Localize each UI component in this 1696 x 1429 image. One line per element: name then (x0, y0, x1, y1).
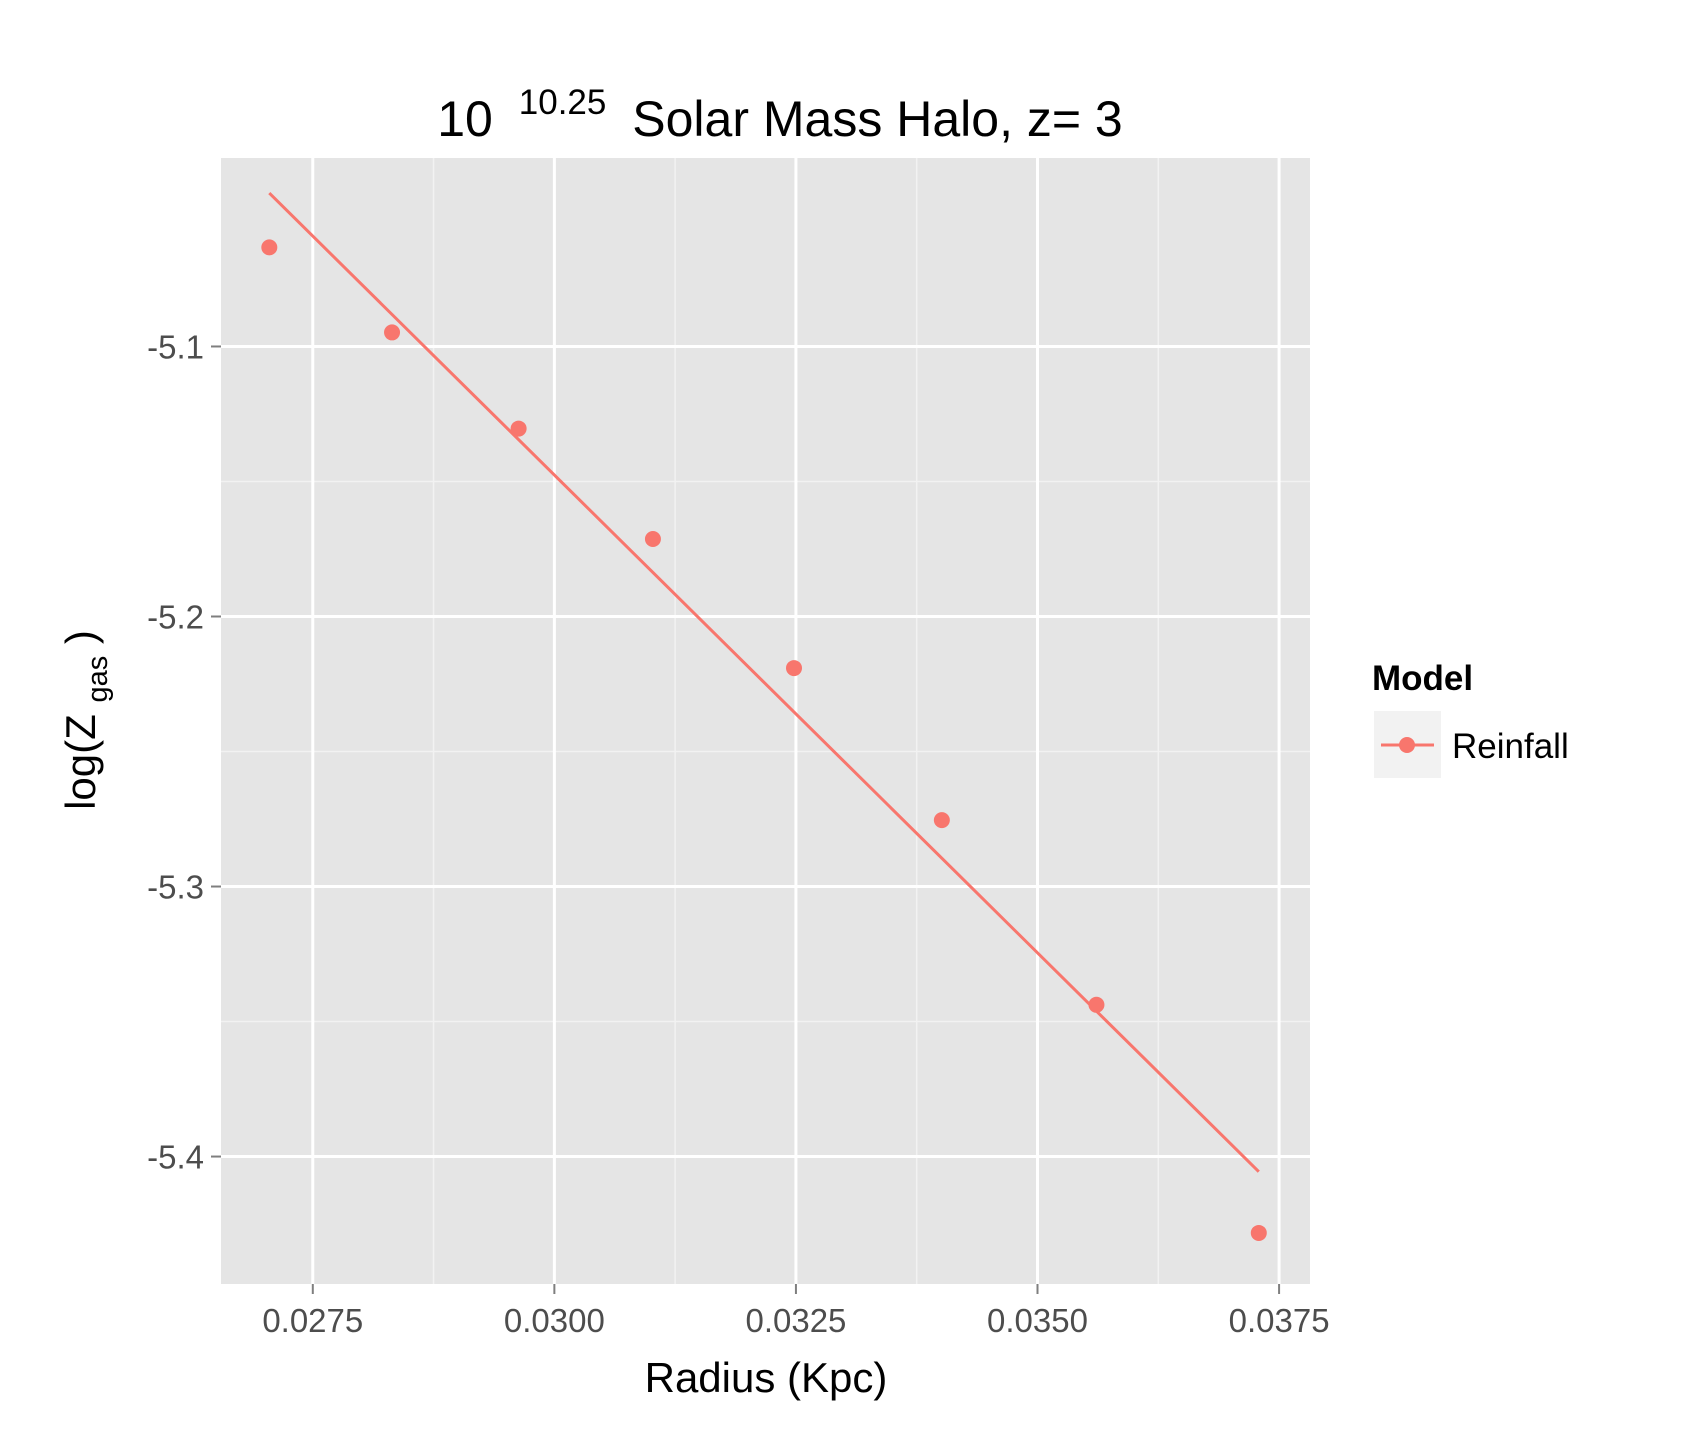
legend: Model Reinfall (1372, 659, 1569, 778)
plot-panel (221, 158, 1310, 1284)
y-tick-label-1: -5.2 (147, 599, 204, 636)
x-axis-title: Radius (Kpc) (645, 1354, 888, 1401)
y-tick-label-2: -5.3 (147, 869, 204, 906)
x-tick-label-4: 0.0375 (1229, 1302, 1330, 1339)
x-tick-label-1: 0.0300 (504, 1302, 605, 1339)
data-point-0-3 (644, 531, 661, 548)
legend-title: Model (1372, 659, 1473, 698)
series-layer (261, 192, 1267, 1241)
data-point-0-6 (1088, 996, 1105, 1013)
data-point-0-2 (510, 420, 527, 437)
grid-major (221, 158, 1310, 1284)
y-axis: -5.1 -5.2 -5.3 -5.4 (147, 328, 221, 1176)
data-point-0-4 (786, 660, 803, 677)
data-point-0-7 (1250, 1224, 1267, 1241)
x-tick-label-3: 0.0350 (987, 1302, 1088, 1339)
y-tick-label-0: -5.1 (147, 328, 204, 365)
x-tick-label-2: 0.0325 (745, 1302, 846, 1339)
chart-title-base: 10 (437, 91, 493, 147)
y-axis-title-subscript: gas (82, 656, 114, 703)
legend-entry-label: Reinfall (1452, 727, 1569, 766)
data-point-0-5 (933, 812, 950, 829)
chart-title-exponent: 10.25 (519, 83, 607, 122)
y-axis-title-suffix: ) (57, 630, 104, 644)
data-point-0-0 (261, 239, 278, 256)
y-axis-title-prefix: log(Z (57, 714, 104, 810)
y-axis-title: log(Z gas ) (57, 630, 116, 810)
legend-key-point (1399, 737, 1415, 753)
chart-title-rest: Solar Mass Halo, z= 3 (632, 91, 1122, 147)
data-point-0-1 (384, 324, 401, 341)
x-axis: 0.0275 0.0300 0.0325 0.0350 0.0375 (262, 1284, 1330, 1339)
chart-title: 10 10.25 Solar Mass Halo, z= 3 (437, 69, 1123, 147)
y-tick-label-3: -5.4 (147, 1139, 204, 1176)
x-tick-label-0: 0.0275 (262, 1302, 363, 1339)
